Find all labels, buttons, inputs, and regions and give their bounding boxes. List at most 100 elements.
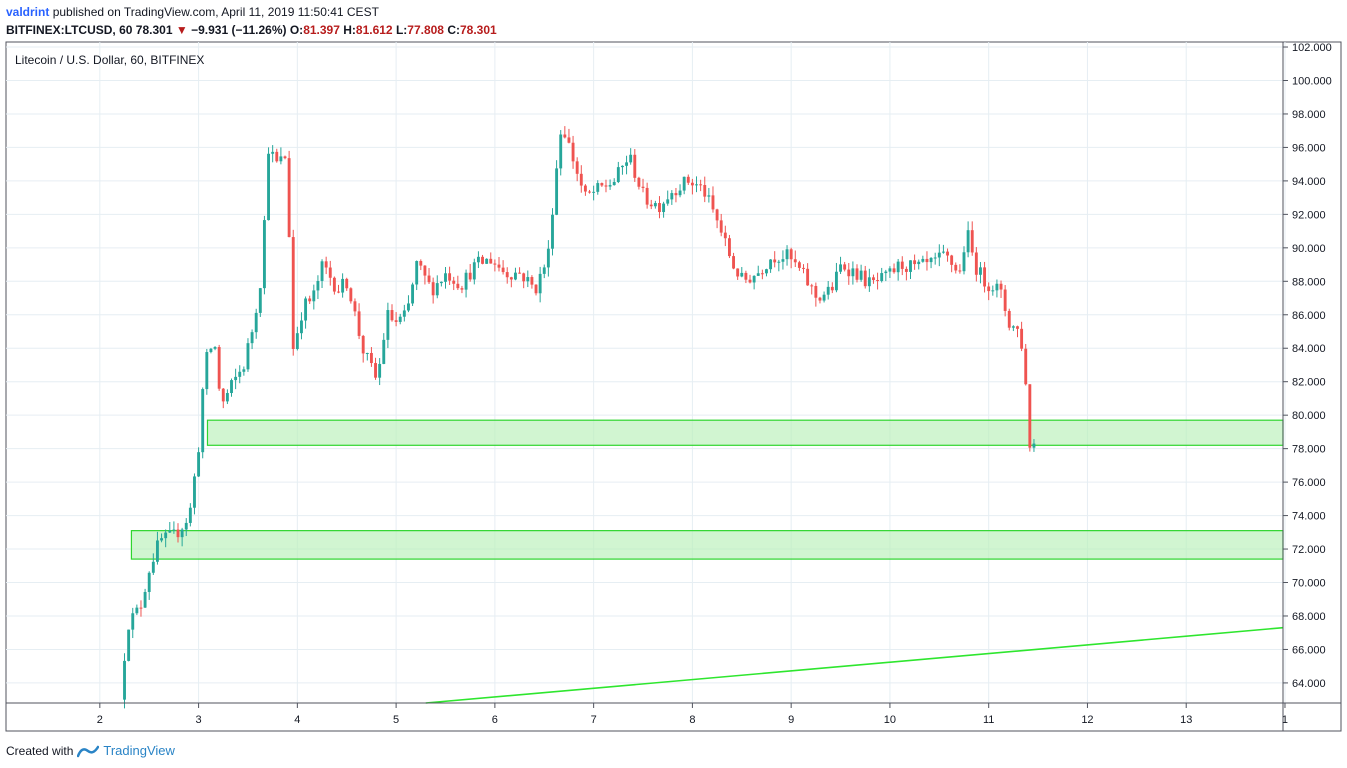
- candle[interactable]: [320, 259, 324, 289]
- candle[interactable]: [571, 135, 575, 169]
- candle[interactable]: [699, 179, 703, 192]
- candle[interactable]: [859, 264, 863, 282]
- candle[interactable]: [201, 387, 205, 459]
- candle[interactable]: [744, 270, 748, 284]
- candle[interactable]: [880, 267, 884, 283]
- candle[interactable]: [789, 247, 793, 269]
- time-axis[interactable]: 2 3 4 5 6 7 8 9 10 11 12 13 1: [97, 703, 1288, 726]
- candle[interactable]: [834, 262, 838, 293]
- trendline[interactable]: [425, 626, 1284, 704]
- support-zone[interactable]: [130, 530, 1284, 560]
- candle[interactable]: [328, 260, 332, 286]
- candle[interactable]: [431, 277, 435, 304]
- candle[interactable]: [139, 600, 143, 617]
- candle[interactable]: [193, 473, 196, 515]
- candle[interactable]: [213, 346, 217, 351]
- candle[interactable]: [625, 155, 628, 175]
- candle[interactable]: [884, 269, 888, 282]
- candle[interactable]: [176, 523, 180, 543]
- candle[interactable]: [760, 269, 764, 280]
- candle[interactable]: [456, 275, 460, 291]
- candle[interactable]: [230, 378, 233, 397]
- candle[interactable]: [851, 261, 855, 285]
- candle[interactable]: [332, 276, 336, 295]
- candle[interactable]: [682, 176, 686, 195]
- candle[interactable]: [538, 266, 542, 303]
- candle[interactable]: [933, 252, 937, 265]
- candle[interactable]: [941, 244, 945, 254]
- candle[interactable]: [979, 262, 982, 284]
- candle[interactable]: [559, 130, 563, 176]
- candle[interactable]: [592, 185, 596, 201]
- candle[interactable]: [748, 274, 752, 284]
- candle[interactable]: [267, 147, 270, 221]
- candle[interactable]: [151, 553, 155, 575]
- candle[interactable]: [271, 145, 275, 163]
- candle[interactable]: [546, 240, 550, 277]
- candle[interactable]: [909, 260, 912, 280]
- candle[interactable]: [197, 447, 201, 477]
- candle[interactable]: [234, 368, 238, 390]
- candle[interactable]: [785, 245, 789, 266]
- candle[interactable]: [283, 155, 287, 160]
- support-zone[interactable]: [206, 419, 1284, 446]
- candle[interactable]: [867, 268, 871, 292]
- candle[interactable]: [361, 334, 365, 363]
- candle[interactable]: [369, 347, 373, 367]
- candle[interactable]: [641, 178, 645, 193]
- candle[interactable]: [950, 254, 954, 273]
- candle[interactable]: [921, 255, 925, 263]
- candle[interactable]: [822, 291, 826, 303]
- candle[interactable]: [616, 161, 620, 184]
- candle[interactable]: [970, 221, 974, 256]
- candle[interactable]: [386, 302, 390, 349]
- candle[interactable]: [452, 276, 456, 291]
- candle[interactable]: [291, 229, 295, 356]
- candle[interactable]: [164, 529, 168, 548]
- tradingview-logo-icon[interactable]: [77, 744, 100, 758]
- candle[interactable]: [341, 273, 345, 298]
- candle[interactable]: [279, 147, 283, 165]
- candle[interactable]: [765, 268, 768, 277]
- candle[interactable]: [262, 215, 266, 295]
- candle[interactable]: [411, 282, 415, 307]
- candle[interactable]: [896, 258, 900, 281]
- candle[interactable]: [929, 257, 933, 269]
- candle[interactable]: [715, 208, 719, 229]
- candle[interactable]: [497, 256, 501, 272]
- candle[interactable]: [723, 225, 727, 247]
- candle[interactable]: [736, 268, 740, 280]
- candle[interactable]: [485, 258, 489, 264]
- candle[interactable]: [509, 276, 513, 288]
- candle[interactable]: [662, 201, 666, 218]
- candle[interactable]: [209, 347, 213, 354]
- candle[interactable]: [670, 190, 674, 205]
- candle[interactable]: [365, 352, 369, 361]
- candle[interactable]: [917, 259, 921, 270]
- candle[interactable]: [604, 179, 608, 193]
- candle[interactable]: [419, 259, 423, 271]
- candle[interactable]: [250, 329, 254, 350]
- candle[interactable]: [797, 260, 801, 271]
- candle[interactable]: [600, 182, 604, 187]
- candle[interactable]: [752, 275, 756, 290]
- candle[interactable]: [316, 275, 320, 300]
- candle[interactable]: [246, 338, 250, 372]
- candle[interactable]: [238, 365, 242, 384]
- candle[interactable]: [489, 252, 493, 264]
- candle[interactable]: [814, 282, 818, 307]
- candle[interactable]: [1011, 325, 1015, 332]
- candle[interactable]: [555, 160, 559, 216]
- candle[interactable]: [863, 265, 867, 289]
- candle[interactable]: [1028, 384, 1032, 452]
- candle[interactable]: [983, 261, 987, 293]
- candle[interactable]: [703, 176, 707, 203]
- candle[interactable]: [415, 260, 419, 291]
- candle[interactable]: [530, 275, 534, 289]
- candle[interactable]: [1003, 285, 1007, 317]
- candle[interactable]: [579, 165, 583, 193]
- candle[interactable]: [131, 607, 135, 639]
- candle[interactable]: [830, 282, 834, 294]
- candle[interactable]: [913, 254, 917, 270]
- candle[interactable]: [690, 178, 694, 195]
